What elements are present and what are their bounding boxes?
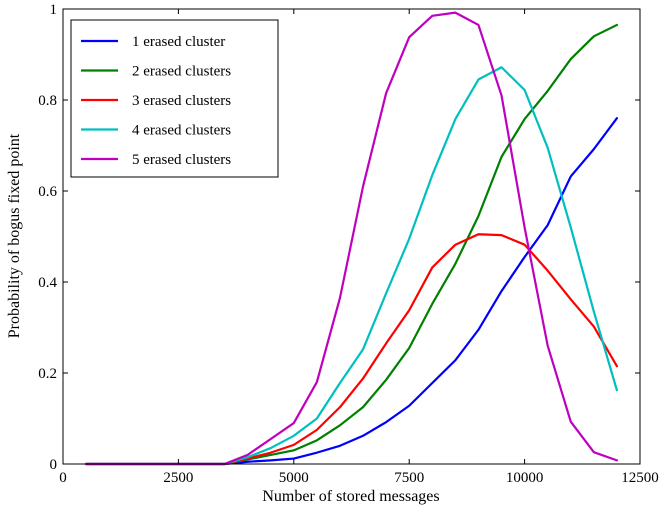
- y-tick-label: 0.8: [38, 93, 57, 109]
- y-axis-label: Probability of bogus fixed point: [6, 133, 23, 338]
- x-tick-label: 2500: [163, 470, 193, 486]
- legend-label: 1 erased cluster: [132, 34, 225, 50]
- y-tick-labels: 0 0.2 0.4 0.6 0.8 1: [38, 2, 57, 473]
- x-tick-label: 5000: [279, 470, 309, 486]
- x-tick-label: 0: [59, 470, 67, 486]
- x-tick-label: 10000: [506, 470, 544, 486]
- legend-label: 5 erased clusters: [132, 152, 231, 168]
- legend: 1 erased cluster 2 erased clusters 3 erase…: [71, 20, 278, 177]
- x-tick-label: 7500: [394, 470, 424, 486]
- x-tick-label: 12500: [621, 470, 659, 486]
- series-line-3: [86, 234, 617, 464]
- x-tick-labels: 0 2500 5000 7500 10000 12500: [59, 470, 659, 486]
- y-tick-label: 0.6: [38, 184, 57, 200]
- legend-label: 4 erased clusters: [132, 123, 231, 139]
- legend-label: 2 erased clusters: [132, 64, 231, 80]
- legend-label: 3 erased clusters: [132, 93, 231, 109]
- y-tick-label: 1: [50, 2, 58, 18]
- y-tick-label: 0.2: [38, 366, 57, 382]
- x-axis-label: Number of stored messages: [262, 488, 439, 505]
- y-tick-label: 0.4: [38, 275, 57, 291]
- y-tick-label: 0: [50, 457, 58, 473]
